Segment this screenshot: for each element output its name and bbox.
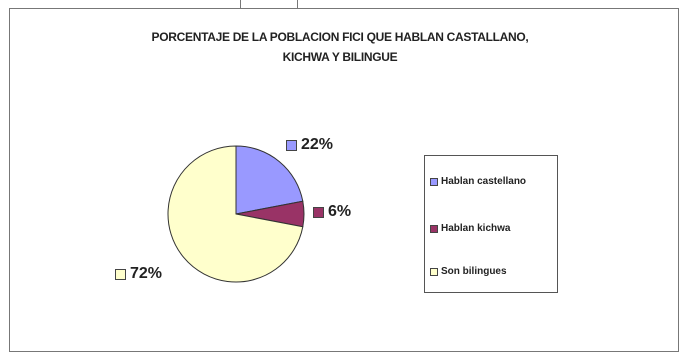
data-label-castellano: 22% bbox=[286, 136, 333, 154]
legend-item-bilingues: Son bilingues bbox=[430, 266, 507, 277]
legend-label-castellano: Hablan castellano bbox=[441, 176, 527, 187]
chart-legend: Hablan castellano Hablan kichwa Son bili… bbox=[424, 155, 558, 293]
chart-title-line-2: KICHWA Y BILINGUE bbox=[282, 50, 398, 64]
legend-item-kichwa: Hablan kichwa bbox=[430, 223, 510, 234]
data-label-castellano-text: 22% bbox=[301, 136, 334, 153]
chart-frame bbox=[9, 8, 679, 352]
data-label-swatch-kichwa bbox=[313, 206, 324, 218]
legend-swatch-kichwa bbox=[430, 224, 438, 233]
legend-swatch-castellano bbox=[430, 177, 438, 186]
data-label-kichwa-text: 6% bbox=[328, 203, 352, 220]
legend-swatch-bilingues bbox=[430, 267, 438, 276]
legend-label-bilingues: Son bilingues bbox=[441, 266, 507, 277]
data-label-swatch-castellano bbox=[286, 139, 297, 151]
pie-slice-bilingues bbox=[167, 145, 304, 283]
legend-label-kichwa: Hablan kichwa bbox=[441, 223, 511, 234]
chart-title-line-1: PORCENTAJE DE LA POBLACION FICI QUE HABL… bbox=[151, 30, 529, 44]
data-label-bilingues-text: 72% bbox=[130, 265, 163, 282]
legend-item-castellano: Hablan castellano bbox=[430, 176, 526, 187]
data-label-kichwa: 6% bbox=[313, 203, 351, 221]
data-label-bilingues: 72% bbox=[115, 265, 162, 283]
sheet-tab-stub bbox=[240, 0, 298, 9]
data-label-swatch-bilingues bbox=[115, 268, 126, 280]
pie-slice-castellano bbox=[235, 145, 304, 215]
